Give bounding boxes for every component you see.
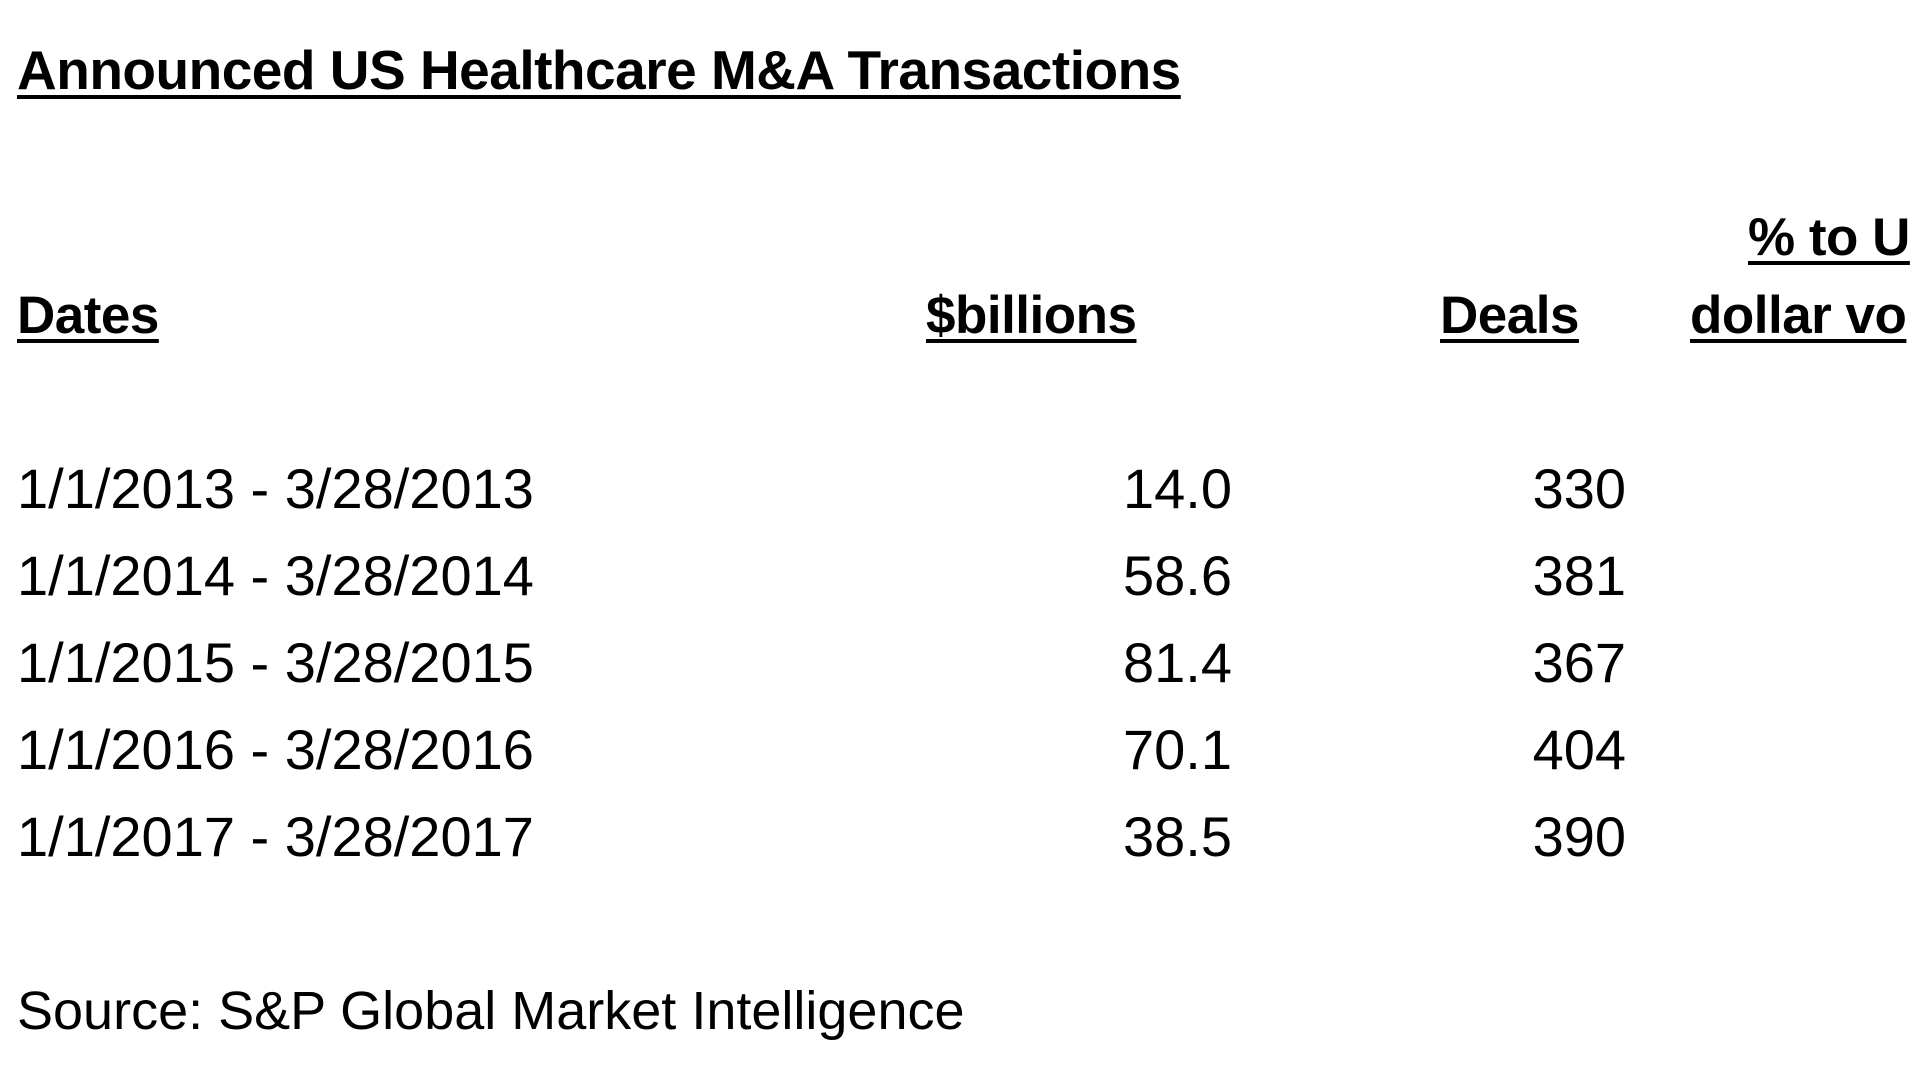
table-row: 1/1/2017 - 3/28/2017 38.5 390 [0,804,1920,874]
row-billions: 14.0 [1123,457,1232,520]
column-header-billions: $billions [926,286,1137,345]
column-header-deals: Deals [1440,286,1579,345]
row-dates: 1/1/2015 - 3/28/2015 [17,631,534,694]
column-header-percent-line2: dollar vo [1690,286,1907,345]
column-header-dates: Dates [17,286,159,345]
column-header-percent-line1: % to U [1748,208,1910,267]
table-row: 1/1/2014 - 3/28/2014 58.6 381 [0,543,1920,613]
row-dates: 1/1/2014 - 3/28/2014 [17,544,534,607]
page-title: Announced US Healthcare M&A Transactions [17,39,1181,101]
row-billions: 38.5 [1123,805,1232,868]
row-deals: 367 [1532,631,1626,694]
source-note: Source: S&P Global Market Intelligence [17,981,965,1041]
row-deals: 330 [1532,457,1626,520]
table-row: 1/1/2016 - 3/28/2016 70.1 404 [0,717,1920,787]
row-dates: 1/1/2013 - 3/28/2013 [17,457,534,520]
row-billions: 70.1 [1123,718,1232,781]
row-deals: 381 [1532,544,1626,607]
row-billions: 81.4 [1123,631,1232,694]
row-deals: 390 [1532,805,1626,868]
row-billions: 58.6 [1123,544,1232,607]
table-row: 1/1/2015 - 3/28/2015 81.4 367 [0,630,1920,700]
row-deals: 404 [1532,718,1626,781]
row-dates: 1/1/2016 - 3/28/2016 [17,718,534,781]
row-dates: 1/1/2017 - 3/28/2017 [17,805,534,868]
table-row: 1/1/2013 - 3/28/2013 14.0 330 [0,456,1920,526]
